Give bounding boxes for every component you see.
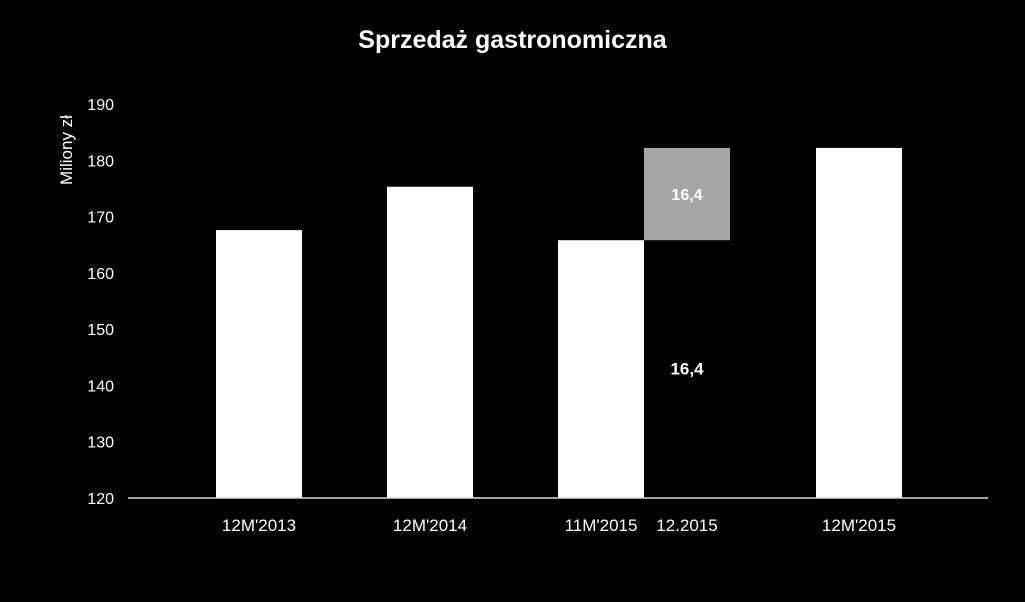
- y-tick-label: 130: [87, 435, 114, 452]
- bar-data-label: 16,4: [671, 187, 702, 204]
- bar: [644, 147, 730, 241]
- y-axis-label: Miliony zł: [57, 115, 76, 185]
- y-tick-label: 140: [87, 378, 114, 395]
- x-tick-label: 12M'2013: [222, 516, 296, 535]
- y-tick-label: 120: [87, 491, 114, 508]
- annotations: 16,4: [670, 360, 704, 379]
- bar: [558, 240, 644, 498]
- bar: [816, 147, 902, 498]
- y-tick-label: 150: [87, 322, 114, 339]
- y-tick-label: 160: [87, 266, 114, 283]
- bar: [216, 230, 302, 498]
- y-tick-label: 170: [87, 210, 114, 227]
- x-tick-label: 12.2015: [656, 516, 717, 535]
- x-tick-label: 11M'2015: [565, 516, 638, 535]
- bar: [387, 186, 473, 499]
- y-tick-label: 190: [87, 97, 114, 114]
- x-axis-labels: 12M'2013 12M'2014 11M'2015 12.2015 12M'2015: [222, 516, 896, 535]
- chart-title: Sprzedaż gastronomiczna: [358, 26, 667, 54]
- y-axis: 120 130 140 150 160 170 180 190: [87, 97, 114, 508]
- bars: 16,4: [216, 147, 902, 499]
- y-tick-label: 180: [87, 153, 114, 170]
- x-tick-label: 12M'2014: [393, 516, 467, 535]
- annotation-label: 16,4: [670, 360, 704, 379]
- x-tick-label: 12M'2015: [822, 516, 896, 535]
